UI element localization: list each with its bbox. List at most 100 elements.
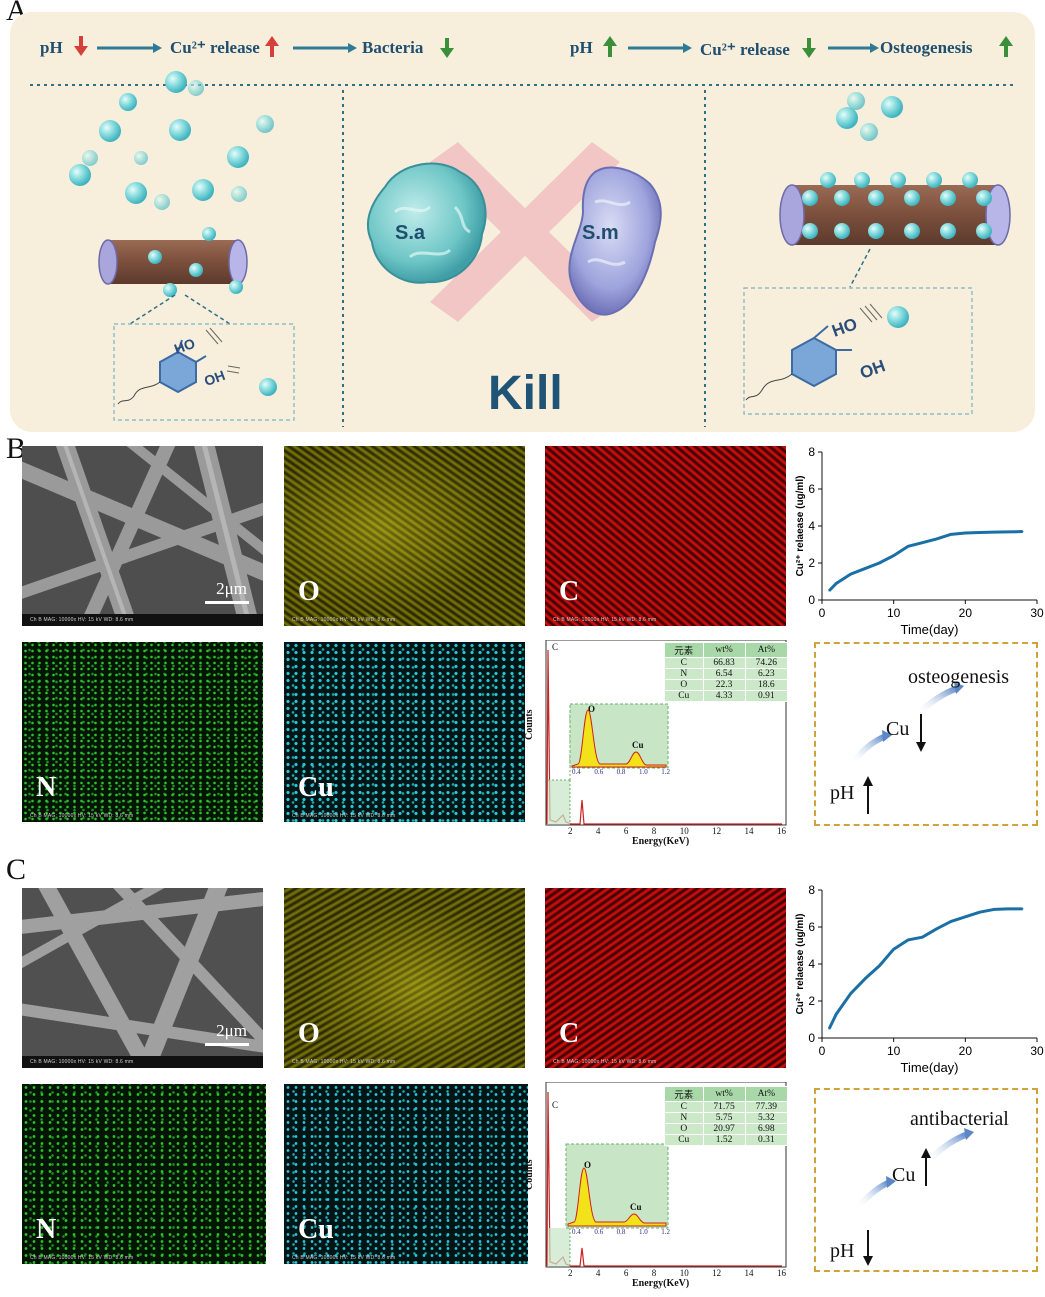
eds-map-o-b: O Ch B MAG: 10000x HV: 15 kV WD: 8.6 mm	[284, 446, 525, 626]
table-row: N 5.75 5.32	[664, 1112, 789, 1124]
y-tick-label: 4	[808, 957, 815, 971]
composition-table-c: 元素 wt% At% C 71.75 77.39 N 5.75 5.32 O 20.97 6.9…	[664, 1086, 789, 1146]
y-tick-label: 2	[808, 556, 815, 570]
y-tick-label: 2	[808, 994, 815, 1008]
eds-map-cu-b: Cu Ch B MAG: 10000x HV: 15 kV WD: 8.6 mm	[284, 642, 525, 822]
data-point	[907, 939, 909, 941]
mechanism-label-cu: Cu	[892, 1164, 916, 1186]
table-cell: C	[664, 657, 704, 669]
peak-label-o: O	[584, 1160, 592, 1170]
eds-map-n-c: N Ch B MAG: 10000x HV: 15 kV WD: 8.6 mm	[22, 1084, 266, 1264]
x-tick-label: 20	[959, 1044, 973, 1058]
inset-tick: 1.2	[661, 1228, 670, 1236]
release-curve	[827, 907, 1023, 1030]
x-tick: 8	[651, 826, 657, 836]
data-point	[1021, 530, 1024, 533]
table-row: Cu 4.33 0.91	[664, 690, 789, 702]
arrow-up-green-icon	[999, 36, 1013, 57]
data-point	[849, 992, 852, 995]
table-header: At%	[744, 642, 789, 658]
arrow-up-icon	[921, 1148, 931, 1186]
peak-label-cu: Cu	[630, 1202, 642, 1212]
x-tick: 8	[651, 1268, 657, 1278]
peak-label-o: O	[588, 704, 596, 714]
scale-bar-label: 2μm	[216, 1021, 247, 1040]
data-point	[835, 582, 838, 585]
eds-spectrum-b: C Counts O Cu 0.4 0.6 0.8 1.0 1.2 2 4 6 8 10 12 14…	[524, 639, 789, 855]
x-tick: 16	[776, 826, 786, 836]
inset-tick: 1.0	[638, 768, 648, 776]
inset-tick: 1.0	[638, 1228, 648, 1236]
table-row: N 6.54 6.23	[664, 668, 789, 680]
data-point	[921, 936, 924, 938]
table-cell: 0.91	[744, 690, 789, 702]
table-cell: Cu	[664, 1134, 704, 1146]
x-tick-label: 10	[887, 606, 901, 620]
sem-image-b: 2μm Ch B MAG: 10000x HV: 15 kV WD: 8.6 m…	[22, 446, 263, 626]
energy-label: Energy(KeV)	[632, 836, 690, 847]
map-footer: Ch B MAG: 10000x HV: 15 kV WD: 8.6 mm	[30, 813, 134, 819]
table-cell: N	[664, 668, 704, 680]
panel-c-letter: C	[6, 853, 27, 886]
element-label-cu: Cu	[298, 1214, 334, 1245]
x-ticks: 2 4 6 8 10 12 14 16	[568, 1268, 786, 1278]
table-cell: O	[664, 679, 704, 691]
data-point	[978, 531, 981, 534]
data-point	[1007, 531, 1010, 533]
composition-table-b: 元素 wt% At% C 66.83 74.26 N 6.54 6.23 O 22.3 18.6…	[664, 642, 789, 702]
table-cell: 22.3	[702, 679, 746, 691]
data-point	[828, 589, 830, 592]
x-tick: 16	[776, 1268, 786, 1278]
data-point	[950, 533, 952, 536]
nanofiber-rod-right	[779, 172, 1011, 246]
x-tick: 2	[568, 826, 573, 836]
inset-tick: 0.6	[594, 1228, 604, 1236]
scale-bar-label: 2μm	[216, 579, 247, 598]
table-cell: O	[664, 1123, 704, 1135]
table-row: C 71.75 77.39	[664, 1101, 789, 1113]
table-header: At%	[744, 1086, 789, 1102]
table-cell: C	[664, 1101, 704, 1113]
eds-map-n-b: N Ch B MAG: 10000x HV: 15 kV WD: 8.6 mm	[22, 642, 263, 822]
x-tick: 12	[712, 826, 722, 836]
x-tick: 4	[595, 1268, 601, 1278]
y-axis-label: Cu²⁺ relaease (ug/ml)	[795, 476, 806, 577]
cu-ion-cloud	[69, 71, 277, 396]
x-tick: 6	[623, 826, 629, 836]
data-point	[1021, 908, 1024, 910]
data-point	[878, 562, 881, 564]
scale-bar	[205, 601, 249, 604]
element-label-n: N	[36, 772, 57, 803]
sem-footer: Ch B MAG: 10000x HV: 15 kV WD: 8.6 mm	[30, 617, 134, 623]
data-point	[864, 567, 866, 570]
x-tick-label: 0	[819, 606, 826, 620]
x-tick: 14	[744, 826, 754, 836]
table-cell: 6.54	[702, 668, 746, 680]
energy-label: Energy(KeV)	[632, 1278, 690, 1289]
table-cell: N	[664, 1112, 704, 1124]
inset-tick: 0.6	[594, 768, 604, 776]
arrow-up-red-icon	[265, 36, 279, 57]
release-curve	[828, 530, 1023, 592]
flow-right-release: Cu²⁺ release	[700, 40, 790, 59]
y-tick-label: 0	[808, 1031, 815, 1045]
eds-map-cu-c: Cu Ch B MAG: 10000x HV: 15 kV WD: 8.6 mm	[284, 1084, 528, 1264]
table-cell: 6.23	[744, 668, 789, 680]
y-tick-label: 0	[808, 593, 815, 607]
catechol-inset-right	[743, 287, 973, 415]
table-cell: 5.32	[744, 1112, 789, 1124]
inset-tick: 1.2	[661, 768, 670, 776]
y-axis-label: Cu²⁺ relaease (ug/ml)	[795, 914, 806, 1015]
inset-tick: 0.4	[572, 1228, 581, 1236]
arrow-down-green-icon	[440, 38, 454, 58]
y-tick-label: 6	[808, 920, 815, 934]
eds-map-o-c: O Ch B MAG: 10000x HV: 15 kV WD: 8.6 mm	[284, 888, 525, 1068]
x-tick: 10	[679, 1268, 689, 1278]
flow-left-release: Cu²⁺ release	[170, 38, 260, 57]
arrow-up-icon	[863, 776, 873, 814]
arrow-down-red-icon	[74, 36, 88, 56]
inset-tick: 0.4	[572, 768, 581, 776]
eds-map-c-c: C Ch B MAG: 10000x HV: 15 kV WD: 8.6 mm	[545, 888, 786, 1068]
nanofiber-rod-left	[98, 227, 248, 297]
element-label-c: C	[559, 1018, 580, 1049]
